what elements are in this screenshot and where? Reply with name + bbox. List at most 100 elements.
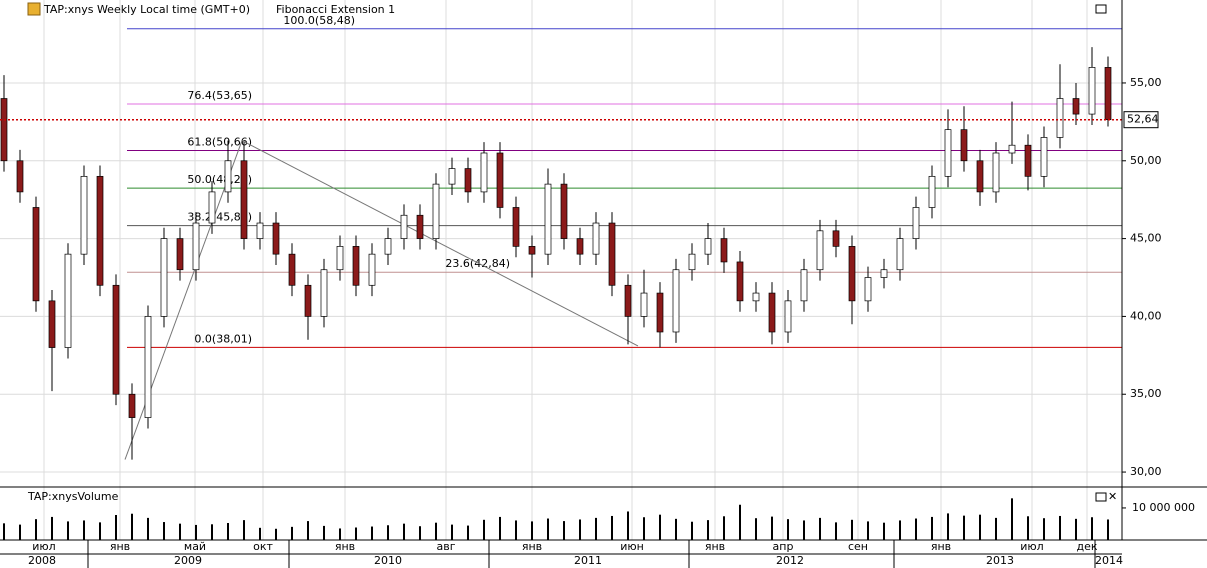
year-label: 2013: [986, 554, 1014, 567]
volume-bar: [963, 515, 965, 540]
indicator-title[interactable]: Fibonacci Extension 1: [276, 3, 395, 16]
candle-body: [912, 207, 920, 239]
candle-body: [704, 238, 712, 255]
volume-bar: [675, 518, 677, 540]
volume-bar: [531, 521, 533, 540]
volume-bar: [755, 518, 757, 540]
volume-bar: [131, 513, 133, 540]
candle-body: [656, 292, 664, 333]
y-tick-label: 45,00: [1130, 232, 1162, 245]
volume-bar: [163, 522, 165, 540]
volume-bar: [291, 526, 293, 540]
volume-bar: [403, 523, 405, 540]
volume-bar: [115, 515, 117, 540]
candle-body: [144, 316, 152, 418]
volume-bar: [979, 514, 981, 540]
volume-bar: [627, 511, 629, 540]
candle-body: [896, 238, 904, 271]
volume-bar: [19, 524, 21, 540]
volume-bar: [227, 523, 229, 540]
candle-body: [672, 269, 680, 333]
volume-bar: [195, 524, 197, 540]
fib-label: 0.0(38,01): [194, 332, 252, 345]
volume-bar: [51, 516, 53, 540]
volume-bar: [931, 516, 933, 540]
volume-bar: [1011, 498, 1013, 540]
candle-body: [720, 238, 728, 263]
candle-body: [480, 152, 488, 193]
volume-bar: [1107, 519, 1109, 540]
x-tick-label: янв: [931, 540, 951, 553]
volume-bar: [275, 528, 277, 540]
candle-body: [592, 222, 600, 255]
candle-body: [848, 246, 856, 302]
volume-bar: [1027, 516, 1029, 540]
last-price-box: [1123, 111, 1159, 129]
volume-bar: [595, 517, 597, 540]
volume-bar: [307, 521, 309, 540]
volume-bar: [579, 519, 581, 540]
candle-body: [1056, 98, 1064, 138]
candle-body: [976, 160, 984, 193]
candle-body: [512, 207, 520, 247]
candle-body: [272, 222, 280, 255]
candle-body: [496, 152, 504, 208]
volume-bar: [1075, 518, 1077, 540]
candle-body: [32, 207, 40, 302]
x-tick-label: янв: [522, 540, 542, 553]
maximize-button[interactable]: [1095, 4, 1107, 14]
x-tick-label: сен: [848, 540, 868, 553]
close-button[interactable]: ✕: [1108, 490, 1117, 503]
x-tick-label: окт: [253, 540, 273, 553]
candle-body: [80, 175, 88, 255]
candle-body: [688, 253, 696, 271]
candle-body: [880, 269, 888, 278]
volume-title: TAP:xnysVolume: [27, 490, 119, 503]
year-label: 2008: [28, 554, 56, 567]
volume-bar: [451, 524, 453, 540]
fib-label: 23.6(42,84): [445, 257, 510, 270]
candle-body: [1024, 144, 1032, 177]
candle-body: [944, 129, 952, 177]
candle-body: [448, 168, 456, 185]
candle-body: [0, 98, 8, 162]
candle-body: [784, 300, 792, 333]
candle-body: [816, 230, 824, 271]
y-tick-label: 55,00: [1130, 76, 1162, 89]
x-tick-label: янв: [335, 540, 355, 553]
volume-bar: [787, 519, 789, 540]
candle-body: [16, 160, 24, 193]
candle-body: [800, 269, 808, 302]
volume-bar: [819, 517, 821, 540]
volume-bar: [995, 517, 997, 540]
x-tick-label: июл: [32, 540, 55, 553]
volume-bar: [803, 520, 805, 540]
candle-body: [624, 284, 632, 317]
volume-bar: [435, 522, 437, 540]
candle-body: [128, 393, 136, 418]
maximize-button[interactable]: [1095, 492, 1107, 502]
candle-body: [960, 129, 968, 162]
volume-bar: [1091, 517, 1093, 540]
volume-bar: [563, 521, 565, 540]
x-tick-label: янв: [110, 540, 130, 553]
volume-bar: [147, 517, 149, 540]
candle-body: [416, 214, 424, 239]
candle-body: [256, 222, 264, 239]
fib-label: 100.0(58,48): [283, 14, 355, 27]
candle-body: [640, 292, 648, 317]
x-tick-label: дек: [1076, 540, 1097, 553]
volume-bar: [1059, 515, 1061, 540]
candle-body: [1088, 67, 1096, 115]
volume-bar: [67, 521, 69, 540]
candle-body: [864, 277, 872, 302]
fib-label: 38.2(45,83): [187, 211, 252, 224]
y-tick-label: 30,00: [1130, 465, 1162, 478]
fib-label: 76.4(53,65): [187, 89, 252, 102]
candle-body: [528, 246, 536, 255]
candle-body: [192, 222, 200, 271]
candle-body: [368, 253, 376, 286]
candle-body: [400, 214, 408, 239]
year-label: 2012: [776, 554, 804, 567]
